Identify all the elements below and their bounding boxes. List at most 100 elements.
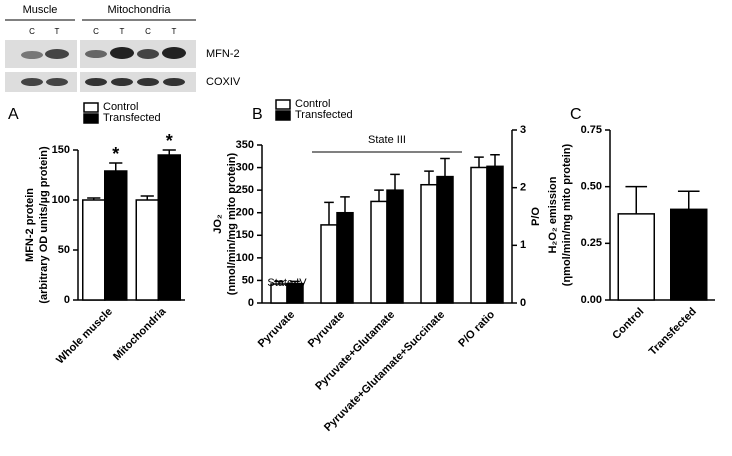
bar	[82, 199, 106, 301]
bar	[420, 183, 438, 304]
bar	[320, 224, 338, 304]
error-bar	[290, 280, 300, 284]
bar	[617, 213, 655, 301]
blot-band	[110, 47, 134, 59]
bar	[336, 211, 354, 304]
x-tick-label: Pyruvate	[306, 309, 347, 350]
blot-band	[85, 78, 107, 86]
y-axis-label: (arbitrary OD units/µg protein)	[38, 146, 50, 304]
lane-label: T	[172, 27, 177, 36]
y-tick-label: 0	[520, 297, 526, 309]
blot-band	[162, 47, 186, 59]
y-tick-label: 50	[58, 244, 70, 256]
blot-group: Muscle	[23, 4, 58, 16]
y-tick-label: 150	[52, 144, 70, 156]
legend-label: Transfected	[295, 109, 353, 121]
error-bar	[109, 162, 123, 171]
bar	[370, 200, 388, 304]
x-tick-label: Transfected	[647, 306, 699, 358]
y-tick-label: 50	[242, 274, 254, 286]
y-tick-label: 300	[236, 161, 254, 173]
blot-band	[163, 78, 185, 86]
significance-marker: *	[166, 131, 173, 151]
blot-band	[21, 51, 43, 59]
x-tick-label: Control	[610, 306, 646, 342]
error-bar	[87, 197, 101, 200]
y-tick-label: 2	[520, 182, 526, 194]
y-axis-label: JO₂	[212, 214, 224, 234]
bar	[436, 175, 454, 304]
lane-label: T	[55, 27, 60, 36]
blot-band	[21, 78, 43, 86]
error-bar	[474, 156, 484, 168]
significance-marker: *	[112, 144, 119, 164]
lane-label: T	[120, 27, 125, 36]
legend-swatch	[83, 102, 99, 113]
y-tick-label: 0	[64, 294, 70, 306]
error-bar	[677, 190, 700, 210]
error-bar	[374, 189, 384, 202]
legend-label: Transfected	[103, 112, 161, 124]
panel-label: A	[8, 106, 19, 123]
y-tick-label: 200	[236, 207, 254, 219]
error-bar	[340, 196, 350, 213]
bar	[470, 166, 488, 304]
y-tick-label: 3	[520, 124, 526, 136]
legend-label: Control	[295, 98, 330, 110]
y-tick-label: 0.50	[581, 181, 602, 193]
legend-swatch	[275, 99, 291, 110]
legend-swatch	[275, 110, 291, 121]
blot-band	[111, 78, 133, 86]
blot-band	[46, 78, 68, 86]
annotation: State IV	[267, 277, 307, 289]
y-tick-label: 150	[236, 229, 254, 241]
legend-swatch	[83, 113, 99, 124]
y2-axis-label: P/O	[530, 207, 542, 226]
bar	[135, 199, 159, 301]
error-bar	[490, 154, 500, 167]
y-tick-label: 0.25	[581, 237, 602, 249]
band-label: MFN-2	[206, 48, 240, 60]
y-tick-label: 0.75	[581, 124, 602, 136]
y-axis-label: (nmol/min/mg mito protein)	[226, 152, 238, 295]
y-tick-label: 0	[248, 297, 254, 309]
y-tick-label: 100	[236, 252, 254, 264]
x-tick-label: Whole muscle	[54, 306, 115, 367]
blot-band	[137, 78, 159, 86]
lane-label: C	[145, 27, 151, 36]
lane-label: C	[93, 27, 99, 36]
bar	[486, 165, 504, 304]
bar	[386, 189, 404, 304]
error-bar	[390, 173, 400, 191]
x-tick-label: P/O ratio	[456, 308, 497, 349]
band-label: COXIV	[206, 76, 241, 88]
x-tick-label: Pyruvate	[256, 309, 297, 350]
y-tick-label: 250	[236, 184, 254, 196]
error-bar	[162, 149, 176, 155]
x-tick-label: Mitochondria	[111, 305, 169, 363]
blot-band	[85, 50, 107, 58]
bar	[157, 154, 181, 301]
blot: Muscle Mitochondria C T C T C T MFN-2 CO…	[5, 4, 241, 92]
lane-label: C	[29, 27, 35, 36]
blot-group: Mitochondria	[108, 4, 172, 16]
bar	[104, 170, 128, 301]
bar	[670, 208, 708, 301]
panel-label: C	[570, 106, 582, 123]
y-tick-label: 0.00	[581, 294, 602, 306]
y-tick-label: 100	[52, 194, 70, 206]
y-axis-label: H₂O₂ emission	[547, 176, 559, 253]
y-axis-label: MFN-2 protein	[24, 188, 36, 262]
y-axis-label: (ηmol/min/mg mito protein)	[561, 143, 573, 286]
blot-band	[45, 49, 69, 59]
y-tick-label: 350	[236, 139, 254, 151]
y-tick-label: 1	[520, 239, 526, 251]
error-bar	[274, 280, 284, 285]
error-bar	[625, 185, 648, 214]
legend-label: Control	[103, 101, 138, 113]
error-bar	[140, 195, 154, 200]
panel-label: B	[252, 106, 263, 123]
error-bar	[440, 157, 450, 177]
error-bar	[424, 170, 434, 185]
